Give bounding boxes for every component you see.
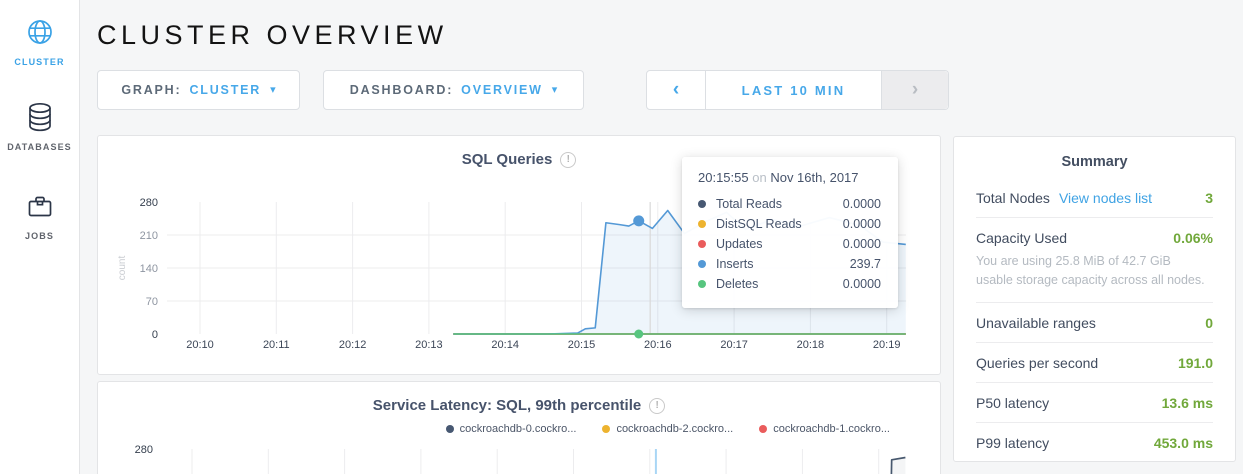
svg-text:20:13: 20:13 (415, 339, 443, 351)
summary-row-value: 0 (1205, 314, 1213, 331)
svg-text:280: 280 (135, 444, 153, 456)
sql-queries-panel: SQL Queries ! 20:10 20:11 20:12 20:13 20:14 2… (97, 135, 941, 375)
svg-text:20:11: 20:11 (263, 339, 290, 351)
summary-title: Summary (1061, 154, 1128, 170)
tooltip-series-row: Inserts 239.7 (698, 254, 881, 274)
series-dot-icon (698, 260, 706, 268)
graph-dropdown-value: CLUSTER (189, 83, 262, 97)
tooltip-series-row: DistSQL Reads 0.0000 (698, 214, 881, 234)
summary-row-label: P99 latency (976, 434, 1050, 451)
graph-dropdown-label: GRAPH: (121, 83, 182, 97)
info-icon[interactable]: ! (560, 151, 577, 168)
service-latency-panel: Service Latency: SQL, 99th percentile ! … (97, 381, 941, 474)
svg-text:0: 0 (152, 329, 158, 341)
svg-text:20:16: 20:16 (644, 339, 672, 351)
summary-row-label: Capacity Used (976, 230, 1068, 246)
sidebar-item-jobs[interactable]: JOBS (0, 188, 79, 241)
summary-row-label: Queries per second (976, 354, 1099, 371)
dashboard-dropdown-label: DASHBOARD: (349, 83, 454, 97)
time-window-prev-button[interactable]: ‹ (647, 71, 706, 109)
summary-panel: Summary Total Nodes View nodes list 3 Capac… (953, 136, 1236, 462)
sidebar-item-label: CLUSTER (14, 57, 65, 67)
tooltip-series-row: Deletes 0.0000 (698, 274, 881, 294)
summary-row: P50 latency 13.6 ms (976, 383, 1213, 423)
summary-row: Unavailable ranges 0 (976, 303, 1213, 343)
svg-text:20:18: 20:18 (797, 339, 825, 351)
summary-row-value: 3 (1205, 190, 1213, 206)
series-dot-icon (698, 280, 706, 288)
legend-item[interactable]: cockroachdb-0.cockro... (445, 423, 576, 435)
summary-row-subtext: You are using 25.8 MiB of 42.7 GiB usabl… (976, 254, 1205, 288)
svg-text:140: 140 (140, 263, 158, 275)
summary-row-label: P50 latency (976, 394, 1050, 411)
series-dot-icon (759, 425, 768, 433)
svg-text:280: 280 (140, 197, 158, 209)
dashboard-dropdown[interactable]: DASHBOARD: OVERVIEW ▾ (323, 70, 584, 110)
summary-row-value: 0.06% (1173, 230, 1213, 246)
chart-legend: cockroachdb-0.cockro... cockroachdb-2.coc… (98, 423, 940, 435)
summary-row-label: Unavailable ranges (976, 314, 1096, 331)
dashboard-dropdown-value: OVERVIEW (461, 83, 543, 97)
series-dot-icon (602, 425, 611, 433)
chart-title: SQL Queries (461, 151, 553, 168)
page-title: CLUSTER OVERVIEW (97, 20, 448, 50)
svg-text:210: 210 (140, 230, 158, 242)
caret-down-icon: ▾ (270, 83, 276, 96)
chart-hover-tooltip: 20:15:55 on Nov 16th, 2017 Total Reads 0.… (682, 157, 898, 308)
summary-row-value: 191.0 (1177, 354, 1213, 371)
legend-item[interactable]: cockroachdb-2.cockro... (602, 423, 733, 435)
time-window-next-button[interactable]: › (881, 71, 948, 109)
summary-row-value: 13.6 ms (1161, 394, 1213, 411)
sidebar-item-databases[interactable]: DATABASES (0, 99, 79, 152)
summary-row: Total Nodes View nodes list 3 (976, 178, 1213, 218)
svg-text:20:19: 20:19 (873, 339, 901, 351)
view-nodes-list-link[interactable]: View nodes list (1058, 190, 1153, 206)
summary-row-label: Total Nodes (976, 190, 1050, 206)
globe-icon (22, 14, 58, 50)
service-latency-chart-canvas[interactable]: 280 (98, 437, 942, 474)
time-window-label[interactable]: LAST 10 MIN (741, 82, 846, 98)
svg-text:20:10: 20:10 (186, 339, 214, 351)
tooltip-series-row: Total Reads 0.0000 (698, 194, 881, 214)
series-dot-icon (698, 200, 706, 208)
sidebar: CLUSTER DATABASES JOBS (0, 0, 80, 474)
svg-text:20:15: 20:15 (568, 339, 596, 351)
summary-row: P99 latency 453.0 ms (976, 423, 1213, 462)
svg-text:20:17: 20:17 (720, 339, 748, 351)
sidebar-item-label: JOBS (25, 231, 54, 241)
svg-text:20:14: 20:14 (491, 339, 519, 351)
summary-row-value: 453.0 ms (1153, 434, 1213, 451)
chevron-right-icon: › (911, 79, 919, 100)
tooltip-series-row: Updates 0.0000 (698, 234, 881, 254)
sidebar-item-label: DATABASES (7, 142, 72, 152)
summary-row: Queries per second 191.0 (976, 343, 1213, 383)
graph-dropdown[interactable]: GRAPH: CLUSTER ▾ (97, 70, 300, 110)
legend-item[interactable]: cockroachdb-1.cockro... (759, 423, 890, 435)
svg-text:20:12: 20:12 (339, 339, 367, 351)
series-dot-icon (698, 240, 706, 248)
summary-row: Capacity Used 0.06% You are using 25.8 MiB… (976, 218, 1213, 303)
caret-down-icon: ▾ (551, 83, 558, 96)
chevron-left-icon: ‹ (672, 79, 680, 100)
info-icon[interactable]: ! (649, 397, 666, 414)
tooltip-timestamp: 20:15:55 on Nov 16th, 2017 (698, 170, 859, 185)
time-window-selector: ‹ LAST 10 MIN › (646, 70, 949, 110)
databases-icon (22, 99, 58, 135)
series-dot-icon (698, 220, 706, 228)
briefcase-icon (22, 188, 58, 224)
series-dot-icon (445, 425, 454, 433)
chart-title: Service Latency: SQL, 99th percentile (372, 397, 642, 414)
sidebar-item-cluster[interactable]: CLUSTER (0, 14, 79, 67)
svg-text:count: count (117, 256, 128, 281)
svg-text:70: 70 (146, 296, 158, 308)
